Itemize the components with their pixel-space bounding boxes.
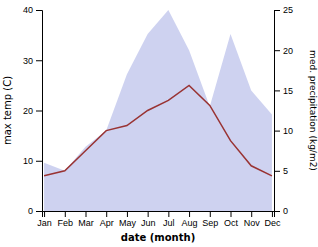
y-tick-label: 40 [23, 5, 33, 15]
y-tick-mark [36, 10, 42, 11]
y-tick-label: 30 [23, 56, 33, 66]
x-tick-mark [44, 211, 45, 217]
y2-tick: 0 [274, 206, 288, 216]
x-tick-label: Jul [163, 218, 175, 228]
axis-line [43, 212, 275, 218]
y2-tick: 20 [274, 46, 293, 56]
y-tick: 0 [28, 206, 42, 216]
y2-tick-mark [274, 10, 280, 11]
y-tick: 40 [23, 5, 42, 15]
x-tick-mark [148, 211, 149, 217]
y2-tick: 10 [274, 126, 293, 136]
y-tick-label: 10 [23, 156, 33, 166]
x-tick: Nov [244, 211, 261, 228]
line [44, 85, 272, 175]
x-tick-label: Nov [244, 218, 261, 228]
y2-axis: 0 5 10 15 20 25 [274, 5, 293, 216]
y2-tick-label: 25 [283, 5, 293, 15]
y-axis-title: max temp (C) [2, 76, 13, 145]
x-tick: Jul [163, 211, 175, 228]
x-tick-label: Jan [37, 218, 52, 228]
x-tick-mark [106, 211, 107, 217]
x-tick-label: Mar [78, 218, 94, 228]
x-tick: Sep [202, 211, 218, 228]
y-tick: 30 [23, 56, 42, 66]
x-tick: Jan [37, 211, 52, 228]
x-tick-mark [251, 211, 252, 217]
x-tick-label: Apr [100, 218, 114, 228]
y-tick: 10 [23, 156, 42, 166]
x-tick-mark [189, 211, 190, 217]
x-tick: Aug [182, 211, 198, 228]
x-tick-mark [231, 211, 232, 217]
x-tick-label: May [119, 218, 137, 228]
y2-tick-label: 0 [283, 206, 288, 216]
axis-line [36, 11, 43, 212]
x-tick-label: Jun [141, 218, 156, 228]
x-tick-mark [65, 211, 66, 217]
y2-tick-label: 10 [283, 126, 293, 136]
chart: JanFebMarAprMayJunJulAugSepOctNovDec0102… [0, 0, 318, 247]
x-tick: Dec [264, 211, 281, 228]
y2-tick-mark [274, 50, 280, 51]
axis-line [275, 11, 281, 212]
y2-tick-mark [274, 90, 280, 91]
x-tick-label: Feb [58, 218, 74, 228]
x-tick-mark [168, 211, 169, 217]
area [44, 10, 272, 211]
x-axis: Jan Feb Mar Apr May Jun Jul Aug Sep Oct NovDec [37, 211, 281, 228]
y-tick-mark [36, 161, 42, 162]
y2-tick-mark [274, 211, 280, 212]
y-tick: 20 [23, 106, 42, 116]
marks [44, 10, 272, 211]
y2-tick-label: 20 [283, 46, 293, 56]
x-tick: Jun [141, 211, 156, 228]
plot-area: JanFebMarAprMayJunJulAugSepOctNovDec0102… [23, 5, 293, 228]
y2-tick-mark [274, 171, 280, 172]
x-tick-mark [127, 211, 128, 217]
y2-tick: 5 [274, 166, 288, 176]
x-axis-title: date (month) [121, 232, 195, 243]
x-tick: Mar [78, 211, 94, 228]
y-axis: 0 10 20 30 40 [23, 5, 43, 216]
x-tick: Feb [58, 211, 74, 228]
y-tick-label: 20 [23, 106, 33, 116]
x-tick-label: Sep [202, 218, 218, 228]
y2-axis-title: med. precipitation (kg/m2) [308, 50, 318, 171]
x-tick: May [119, 211, 137, 228]
y2-tick-label: 5 [283, 166, 288, 176]
y2-tick-label: 15 [283, 86, 293, 96]
y2-tick-mark [274, 131, 280, 132]
x-tick-mark [86, 211, 87, 217]
x-tick-label: Aug [182, 218, 198, 228]
x-tick-mark [210, 211, 211, 217]
y-tick-mark [36, 211, 42, 212]
y-tick-label: 0 [28, 206, 33, 216]
x-tick-label: Oct [224, 218, 239, 228]
y2-tick: 25 [274, 5, 293, 15]
x-tick: Oct [224, 211, 239, 228]
y2-tick: 15 [274, 86, 293, 96]
x-tick-label: Dec [264, 218, 281, 228]
x-tick: Apr [100, 211, 114, 228]
y-tick-mark [36, 111, 42, 112]
y-tick-mark [36, 60, 42, 61]
x-tick-mark [272, 211, 273, 217]
